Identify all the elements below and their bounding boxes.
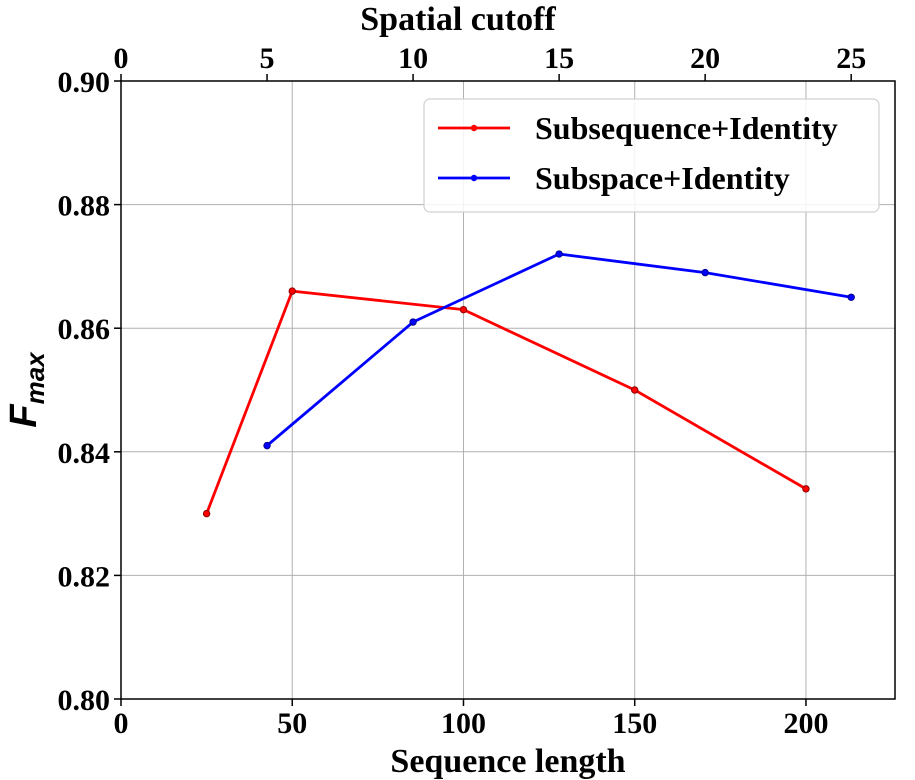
x-tick-label-top: 0 [114, 42, 129, 75]
x-tick-label-top: 15 [544, 42, 574, 75]
data-point [701, 268, 709, 277]
series-2 [263, 250, 855, 450]
x-axis-title-bottom: Sequence length [390, 743, 625, 780]
y-axis-title: Fmax [3, 351, 50, 428]
y-tick-label: 0.88 [58, 190, 111, 223]
series-line [205, 289, 807, 515]
data-point [555, 250, 563, 258]
legend: Subsequence+Identity Subspace+Identity [423, 98, 880, 213]
x-tick-label-bottom: 100 [441, 707, 486, 740]
y-tick-label: 0.84 [58, 437, 111, 470]
series-1 [202, 287, 810, 518]
x-tick-label-bottom: 200 [783, 707, 828, 740]
legend-item: Subspace+Identity [438, 160, 790, 196]
y-tick-label: 0.90 [58, 66, 111, 99]
y-tick-label: 0.80 [58, 684, 111, 717]
data-point [202, 509, 211, 518]
legend-marker [470, 174, 478, 182]
x-tick-label-bottom: 50 [277, 707, 307, 740]
data-point [631, 386, 639, 394]
y-axis-title-main: F [3, 403, 45, 428]
data-point [847, 293, 855, 301]
x-tick-label-top: 5 [260, 42, 275, 75]
x-tick-label-bottom: 0 [114, 707, 129, 740]
data-point [263, 441, 271, 450]
legend-item: Subsequence+Identity [438, 110, 838, 146]
legend-label: Subsequence+Identity [535, 110, 838, 146]
x-tick-label-top: 25 [836, 42, 866, 75]
x-tick-label-top: 20 [690, 42, 720, 75]
svg-text:Fmax: Fmax [3, 351, 50, 428]
legend-box [423, 98, 880, 213]
legend-label: Subspace+Identity [535, 160, 790, 196]
data-point [409, 318, 417, 326]
x-tick-label-top: 10 [398, 42, 428, 75]
series-layer [202, 250, 855, 518]
legend-marker [470, 124, 478, 132]
series-line [266, 252, 852, 447]
y-tick-label: 0.86 [58, 313, 111, 346]
x-tick-label-bottom: 150 [612, 707, 657, 740]
data-point [288, 287, 296, 295]
y-tick-label: 0.82 [58, 560, 111, 593]
plot-frame [120, 80, 896, 700]
y-axis-title-subscript: max [20, 351, 50, 405]
x-axis-title-top: Spatial cutoff [360, 1, 556, 38]
data-point [459, 305, 468, 314]
data-point [802, 485, 810, 493]
